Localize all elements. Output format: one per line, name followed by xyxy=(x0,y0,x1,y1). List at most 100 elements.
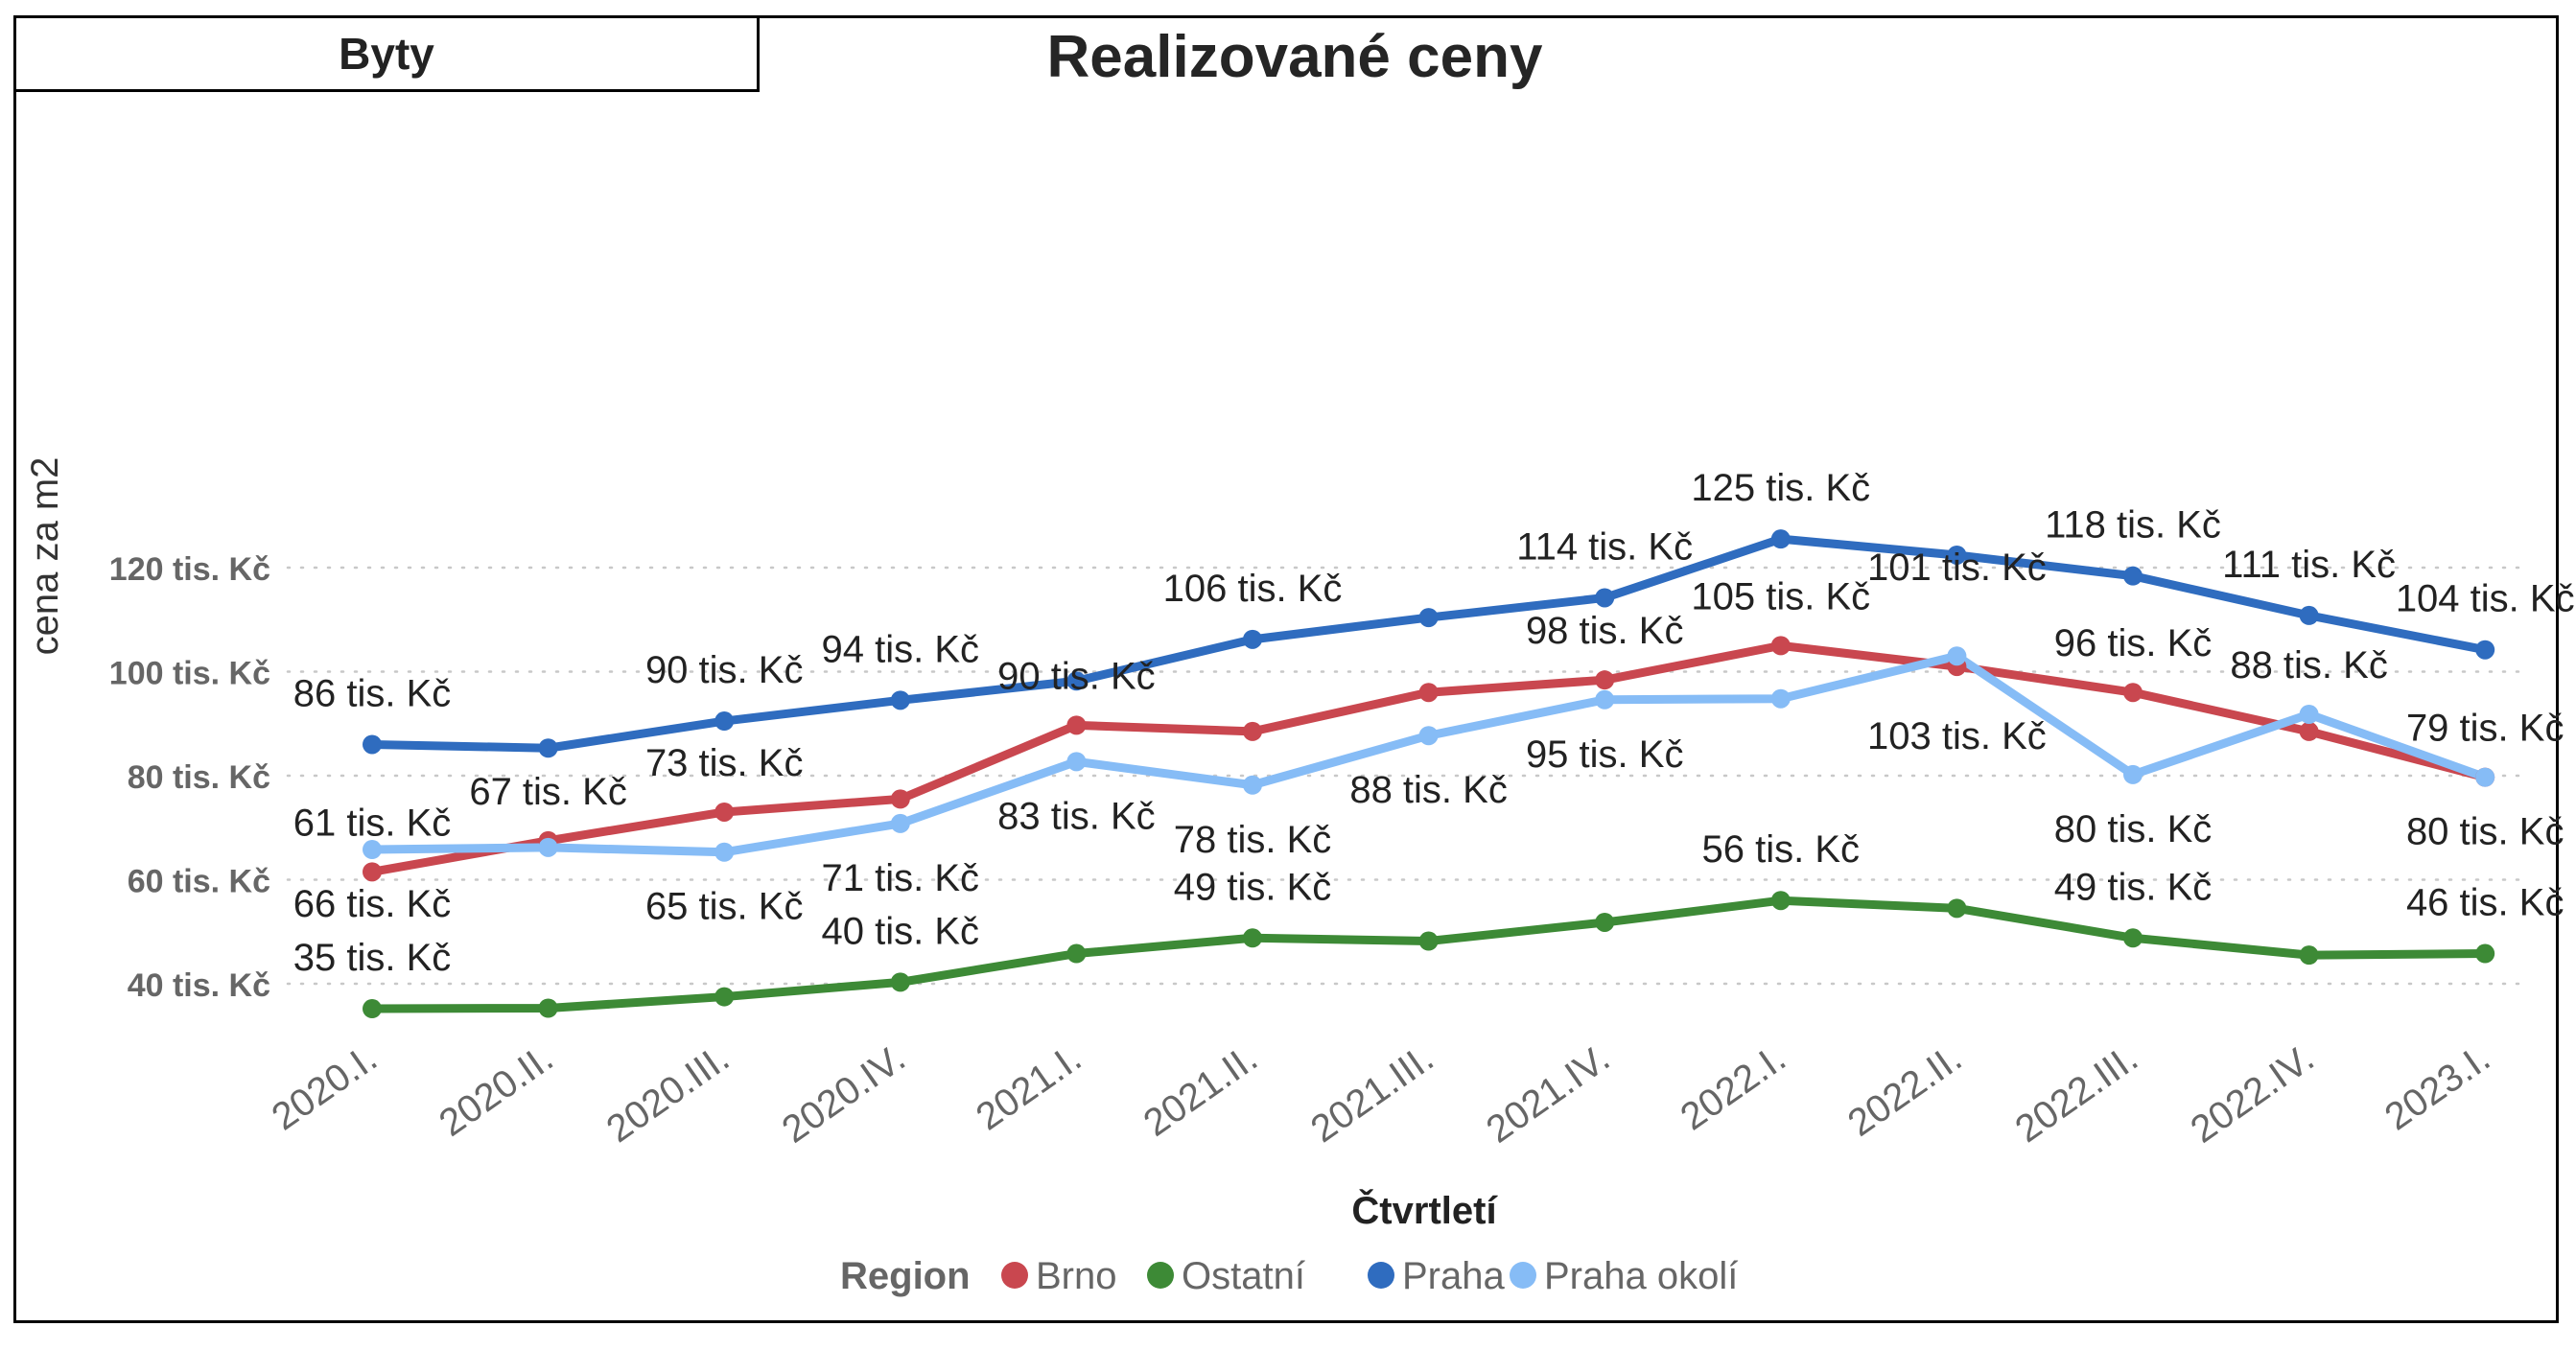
data-point xyxy=(1595,689,1615,710)
data-point xyxy=(538,998,558,1018)
data-point xyxy=(1243,721,1262,741)
legend-item-label: Ostatní xyxy=(1182,1255,1305,1297)
data-label: 46 tis. Kč xyxy=(2406,882,2564,924)
data-point xyxy=(1770,636,1791,656)
x-tick-label: 2020.III. xyxy=(599,1036,738,1151)
data-point xyxy=(1066,943,1087,964)
data-point xyxy=(1418,931,1439,951)
legend-marker xyxy=(1510,1262,1536,1289)
x-tick-label: 2023.I. xyxy=(2377,1036,2497,1138)
data-label: 40 tis. Kč xyxy=(822,910,980,952)
data-point xyxy=(1770,688,1791,709)
data-point xyxy=(2299,704,2319,724)
y-tick-label: 60 tis. Kč xyxy=(128,864,270,900)
data-point xyxy=(890,789,910,809)
data-point xyxy=(1770,529,1791,549)
legend-title: Region xyxy=(840,1255,971,1297)
data-point xyxy=(2123,928,2143,948)
data-point xyxy=(2475,767,2495,787)
data-label: 94 tis. Kč xyxy=(822,628,980,670)
data-label: 86 tis. Kč xyxy=(293,672,452,714)
data-label: 111 tis. Kč xyxy=(2222,544,2396,586)
data-point xyxy=(2299,721,2319,741)
data-label: 125 tis. Kč xyxy=(1691,467,1870,509)
data-point xyxy=(714,802,735,822)
x-axis-ticks: 2020.I. 2020.II. 2020.III. 2020.IV. 2021.I. 2… xyxy=(265,1036,2498,1151)
data-point xyxy=(363,840,382,860)
data-label: 90 tis. Kč xyxy=(997,655,1156,697)
data-label: 79 tis. Kč xyxy=(2406,708,2564,750)
y-axis-ticks: 40 tis. Kč 60 tis. Kč 80 tis. Kč 100 tis. K… xyxy=(109,551,270,1004)
x-tick-label: 2021.IV. xyxy=(1479,1036,1617,1151)
data-point xyxy=(1770,891,1791,911)
data-point xyxy=(1243,928,1262,948)
data-label: 88 tis. Kč xyxy=(2230,644,2388,687)
data-label: 80 tis. Kč xyxy=(2406,811,2564,853)
y-tick-label: 80 tis. Kč xyxy=(128,759,270,796)
data-point xyxy=(538,837,558,857)
data-label: 104 tis. Kč xyxy=(2396,578,2575,620)
x-tick-label: 2022.I. xyxy=(1674,1036,1793,1138)
y-tick-label: 120 tis. Kč xyxy=(109,551,270,588)
data-label: 65 tis. Kč xyxy=(645,886,804,928)
data-point xyxy=(890,813,910,833)
data-point xyxy=(1243,775,1262,795)
legend-marker xyxy=(1001,1262,1028,1289)
data-point xyxy=(1595,670,1615,690)
data-label: 56 tis. Kč xyxy=(1702,828,1861,871)
x-axis-label: Čtvrtletí xyxy=(1351,1188,1498,1232)
data-point xyxy=(2123,566,2143,586)
data-point xyxy=(363,999,382,1019)
data-label: 88 tis. Kč xyxy=(1349,769,1508,811)
legend: Region Brno Ostatní Praha Praha okolí xyxy=(840,1255,1738,1297)
data-label: 103 tis. Kč xyxy=(1867,715,2047,757)
data-point xyxy=(890,690,910,710)
legend-item-label: Brno xyxy=(1036,1255,1117,1297)
data-point xyxy=(1947,898,1967,919)
chart-frame xyxy=(13,15,2559,1323)
data-point xyxy=(538,738,558,758)
data-label: 118 tis. Kč xyxy=(2045,504,2221,547)
data-point xyxy=(714,987,735,1007)
x-tick-label: 2020.IV. xyxy=(775,1036,913,1151)
data-label: 80 tis. Kč xyxy=(2054,808,2213,850)
data-point xyxy=(1066,752,1087,772)
data-label: 78 tis. Kč xyxy=(1174,819,1332,861)
data-label: 101 tis. Kč xyxy=(1867,547,2047,589)
x-tick-label: 2022.II. xyxy=(1840,1036,1970,1145)
data-point xyxy=(2475,943,2495,964)
data-label: 106 tis. Kč xyxy=(1163,568,1343,610)
y-tick-label: 100 tis. Kč xyxy=(109,656,270,692)
data-point xyxy=(1947,646,1967,666)
legend-marker xyxy=(1368,1262,1394,1289)
category-tag-box: Byty xyxy=(13,15,760,92)
data-label: 95 tis. Kč xyxy=(1526,733,1684,776)
y-tick-label: 40 tis. Kč xyxy=(128,967,270,1004)
data-point xyxy=(2299,945,2319,966)
data-point xyxy=(1418,683,1439,703)
data-label: 90 tis. Kč xyxy=(645,649,804,691)
y-axis-label: cena za m2 xyxy=(24,457,66,656)
category-tag: Byty xyxy=(339,29,434,79)
data-label: 96 tis. Kč xyxy=(2054,622,2213,664)
data-point xyxy=(1595,588,1615,608)
data-point xyxy=(2475,640,2495,660)
data-point xyxy=(2123,683,2143,703)
x-tick-label: 2022.III. xyxy=(2008,1036,2146,1151)
data-point xyxy=(890,972,910,992)
x-tick-label: 2020.II. xyxy=(432,1036,561,1145)
data-label: 83 tis. Kč xyxy=(997,795,1156,837)
data-label: 114 tis. Kč xyxy=(1516,525,1693,568)
data-label: 73 tis. Kč xyxy=(645,742,804,784)
data-point xyxy=(1066,715,1087,735)
data-label: 35 tis. Kč xyxy=(293,937,452,979)
data-point xyxy=(714,842,735,862)
data-point xyxy=(1418,608,1439,628)
data-label: 49 tis. Kč xyxy=(2054,866,2213,908)
x-tick-label: 2021.II. xyxy=(1136,1036,1266,1145)
x-tick-label: 2020.I. xyxy=(265,1036,385,1138)
data-label: 105 tis. Kč xyxy=(1691,575,1870,617)
legend-item-label: Praha okolí xyxy=(1544,1255,1738,1297)
legend-item-label: Praha xyxy=(1402,1255,1505,1297)
